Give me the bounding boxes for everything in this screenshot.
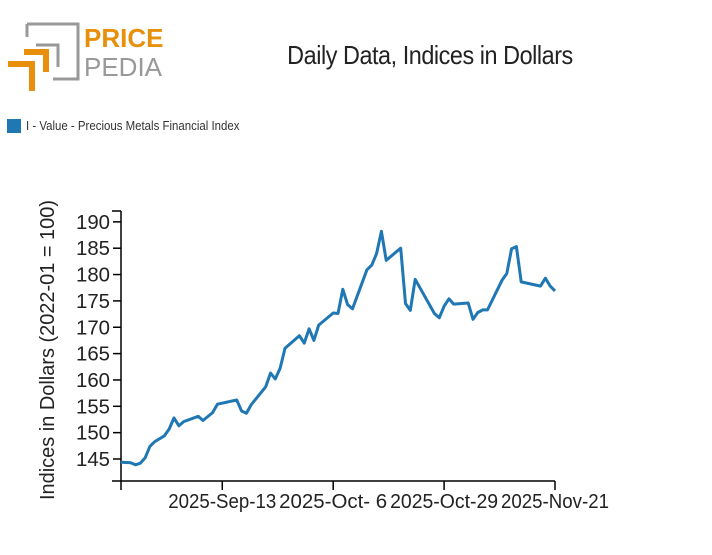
x-tick-label: 2025-Nov-21 bbox=[501, 491, 609, 513]
pricepedia-logo: PRICE PEDIA bbox=[6, 20, 166, 100]
x-tick-label: 2025-Oct-29 bbox=[390, 491, 498, 513]
svg-text:PEDIA: PEDIA bbox=[84, 52, 163, 82]
chart-title: Daily Data, Indices in Dollars bbox=[287, 40, 573, 70]
y-tick-label: 175 bbox=[76, 291, 110, 313]
y-tick-label: 155 bbox=[76, 396, 110, 418]
y-tick-label: 145 bbox=[76, 449, 110, 471]
legend[interactable]: I - Value - Precious Metals Financial In… bbox=[7, 118, 269, 133]
svg-text:PRICE: PRICE bbox=[84, 23, 163, 53]
y-tick-label: 185 bbox=[76, 238, 110, 260]
x-tick-label: 2025-Oct- 6 bbox=[279, 491, 387, 513]
legend-label: I - Value - Precious Metals Financial In… bbox=[26, 118, 240, 133]
y-tick-label: 180 bbox=[76, 265, 110, 287]
y-tick-label: 160 bbox=[76, 370, 110, 392]
series-line[interactable] bbox=[120, 229, 557, 467]
y-tick-label: 170 bbox=[76, 317, 110, 339]
y-tick-label: 150 bbox=[76, 423, 110, 445]
y-tick-label: 165 bbox=[76, 344, 110, 366]
x-tick-label: 2025-Sep-13 bbox=[168, 491, 276, 513]
legend-swatch bbox=[7, 118, 21, 133]
y-tick-label: 190 bbox=[76, 212, 110, 234]
y-axis-label: Indices in Dollars (2022-01 = 100) bbox=[37, 200, 59, 500]
